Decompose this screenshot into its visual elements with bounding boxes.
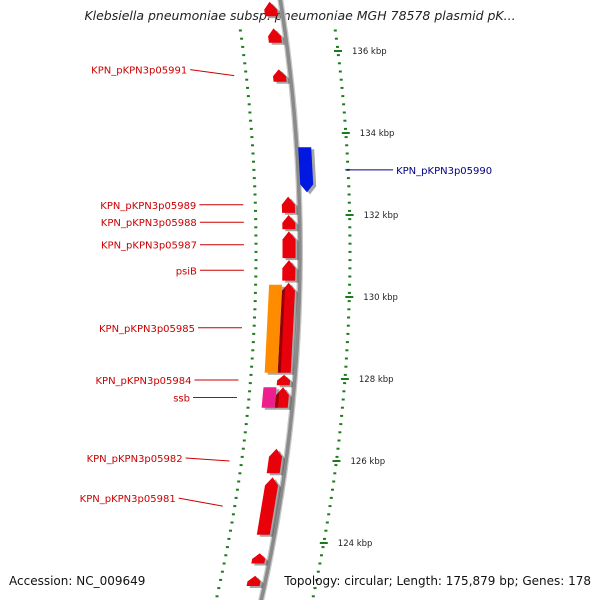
forward-gene-arrow[interactable] bbox=[264, 284, 283, 373]
kbp-tick-label: 126 kbp bbox=[351, 457, 386, 467]
gene-label[interactable]: KPN_pKPN3p05991 bbox=[91, 66, 187, 77]
label-leader bbox=[190, 69, 235, 77]
forward-gene-arrow[interactable] bbox=[276, 374, 291, 386]
outer-tick-ring bbox=[215, 29, 258, 598]
gene-label[interactable]: ssb bbox=[173, 394, 190, 405]
gene-label[interactable]: KPN_pKPN3p05989 bbox=[100, 201, 196, 212]
kbp-tick-label: 130 kbp bbox=[363, 293, 398, 303]
gene-label[interactable]: psiB bbox=[176, 266, 197, 277]
label-leader bbox=[185, 457, 230, 462]
gene-track[interactable] bbox=[246, 1, 317, 588]
label-leaders bbox=[178, 69, 394, 507]
gene-label[interactable]: KPN_pKPN3p05985 bbox=[99, 324, 195, 335]
label-leader bbox=[178, 497, 223, 507]
inner-tick-ring bbox=[311, 29, 352, 598]
forward-gene-arrow[interactable] bbox=[282, 231, 296, 259]
kbp-tick-label: 136 kbp bbox=[352, 47, 387, 57]
forward-gene-arrow[interactable] bbox=[266, 448, 282, 474]
kbp-tick-label: 134 kbp bbox=[360, 129, 395, 139]
forward-gene-arrow[interactable] bbox=[282, 260, 296, 281]
kbp-tick-label: 124 kbp bbox=[338, 539, 373, 549]
forward-gene-arrow[interactable] bbox=[282, 215, 296, 230]
forward-gene-arrow[interactable] bbox=[273, 69, 287, 82]
gene-label[interactable]: KPN_pKPN3p05987 bbox=[101, 241, 197, 252]
accession-text: Accession: NC_009649 bbox=[9, 574, 146, 588]
forward-gene-arrow[interactable] bbox=[281, 196, 296, 213]
gene-label[interactable]: KPN_pKPN3p05988 bbox=[101, 218, 197, 229]
gene-label[interactable]: KPN_pKPN3p05982 bbox=[87, 454, 183, 465]
gene-label[interactable]: KPN_pKPN3p05984 bbox=[95, 376, 191, 387]
gene-labels: KPN_pKPN3p05991 KPN_pKPN3p05990 KPN_pKPN3p… bbox=[80, 66, 492, 506]
reverse-gene-arrow[interactable] bbox=[298, 147, 314, 193]
map-title: Klebsiella pneumoniae subsp. pneumoniae … bbox=[84, 8, 516, 23]
forward-gene-arrow[interactable] bbox=[264, 1, 279, 17]
forward-gene-arrow[interactable] bbox=[246, 575, 261, 586]
forward-gene-arrow[interactable] bbox=[251, 553, 266, 564]
forward-gene-arrow[interactable] bbox=[256, 477, 278, 535]
kbp-tick-label: 132 kbp bbox=[364, 211, 399, 221]
forward-gene-arrow[interactable] bbox=[261, 387, 277, 408]
kbp-tick-label: 128 kbp bbox=[359, 375, 394, 385]
gene-label[interactable]: KPN_pKPN3p05981 bbox=[80, 494, 176, 505]
topology-summary: Topology: circular; Length: 175,879 bp; … bbox=[284, 574, 591, 588]
gene-label[interactable]: KPN_pKPN3p05990 bbox=[396, 166, 492, 177]
kbp-scale: 136 kbp 134 kbp 132 kbp 130 kbp 128 kbp 126 k… bbox=[319, 47, 399, 549]
forward-gene-arrow[interactable] bbox=[274, 387, 289, 408]
plasmid-backbone bbox=[259, 0, 302, 600]
forward-gene-arrow[interactable] bbox=[277, 282, 295, 373]
forward-gene-arrow[interactable] bbox=[268, 28, 282, 43]
